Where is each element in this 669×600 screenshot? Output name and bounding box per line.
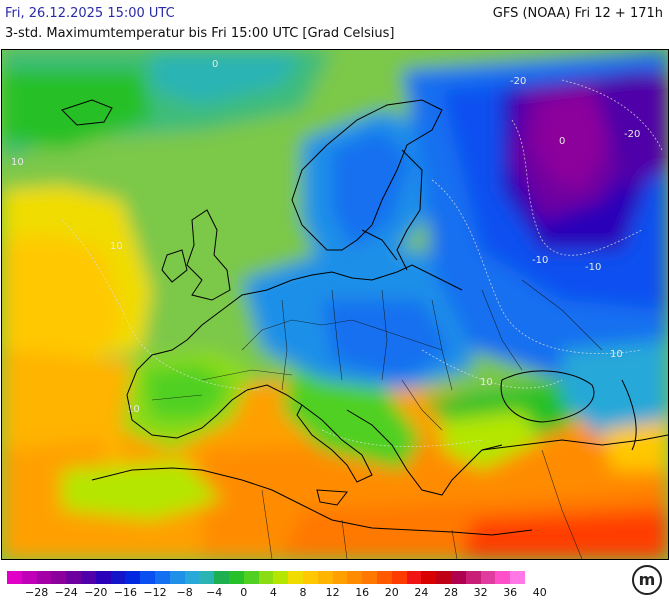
isotherm-labels: -20 -20 -10 -10 0 0 10 10 10 10 10: [11, 59, 640, 415]
meteologix-logo[interactable]: m: [632, 565, 662, 595]
legend-color-cell: [80, 571, 96, 584]
legend-color-cell: [450, 571, 466, 584]
legend-color-cell: [302, 571, 318, 584]
legend-label: 20: [384, 586, 399, 599]
legend-color-cell: [228, 571, 244, 584]
legend-color-cell: [421, 571, 437, 584]
legend-label: 0: [240, 586, 248, 599]
isoline-label: 10: [610, 349, 623, 360]
legend-color-cell: [273, 571, 289, 584]
legend-color-cell: [495, 571, 511, 584]
legend-color-cell: [125, 571, 141, 584]
isoline-label: 10: [127, 404, 140, 415]
legend-label: −20: [84, 586, 108, 599]
logo-letter: m: [638, 570, 656, 589]
isotherm-lines: [61, 79, 663, 447]
isoline-label: 10: [110, 241, 123, 252]
legend-color-cell: [51, 571, 67, 584]
legend-label: 4: [269, 586, 277, 599]
legend-color-cell: [258, 571, 274, 584]
legend-label: 28: [444, 586, 458, 599]
map-canvas: -20 -20 -10 -10 0 0 10 10 10 10 10: [2, 50, 668, 559]
legend-color-cell: [199, 571, 215, 584]
legend-label: 36: [503, 586, 518, 599]
legend-color-cell: [243, 571, 259, 584]
isoline-label: -20: [510, 76, 526, 87]
legend-color-cell: [184, 571, 200, 584]
isoline-label: 0: [559, 136, 565, 147]
legend-color-cell: [110, 571, 126, 584]
legend-color-cell: [21, 571, 37, 584]
country-borders: [151, 279, 603, 559]
legend-color-cell: [332, 571, 348, 584]
legend-color-cell: [465, 571, 481, 584]
legend-color-cell: [391, 571, 407, 584]
isoline-label: 10: [11, 157, 24, 168]
legend-label: −28: [24, 586, 49, 599]
coastlines: [61, 99, 668, 536]
legend-label: 12: [325, 586, 340, 599]
legend-color-cell: [436, 571, 451, 584]
forecast-date: Fri, 26.12.2025 15:00 UTC: [5, 6, 175, 21]
legend-label: 40: [532, 586, 547, 599]
legend-label: 16: [355, 586, 370, 599]
legend-label: 24: [414, 586, 429, 599]
legend-color-cell: [376, 571, 392, 584]
legend-color-cell: [154, 571, 170, 584]
legend-label: 32: [473, 586, 488, 599]
temperature-field: [2, 50, 668, 559]
legend-label: −8: [176, 586, 193, 599]
legend-color-cell: [480, 571, 496, 584]
legend-color-cell: [214, 571, 229, 584]
legend-color-cell: [288, 571, 303, 584]
legend-color-cell: [7, 571, 22, 584]
legend-label: −24: [54, 586, 78, 599]
legend-label: −12: [143, 586, 167, 599]
legend-label: −16: [113, 586, 137, 599]
legend-color-cell: [362, 571, 377, 584]
legend-color-cell: [36, 571, 52, 584]
legend-color-cell: [66, 571, 81, 584]
model-run-info: GFS (NOAA) Fri 12 + 171h: [492, 6, 663, 21]
isoline-label: 0: [212, 59, 218, 70]
isoline-label: -20: [624, 129, 640, 140]
isoline-label: -10: [585, 262, 601, 273]
temperature-map[interactable]: -20 -20 -10 -10 0 0 10 10 10 10 10: [1, 49, 669, 560]
legend-color-cell: [140, 571, 155, 584]
legend-color-cell: [317, 571, 333, 584]
legend-color-cell: [95, 571, 111, 584]
map-title: 3-std. Maximumtemperatur bis Fri 15:00 U…: [5, 26, 395, 41]
temperature-scale-labels: −28 −24 −20 −16 −12 −8 −4 0 4 8 12 16 20 24 28 32 36 40: [0, 586, 560, 600]
legend-label: 8: [299, 586, 307, 599]
temperature-color-scale: [7, 571, 525, 584]
legend-label: −4: [206, 586, 223, 599]
legend-color-cell: [510, 571, 525, 584]
isoline-label: -10: [532, 255, 548, 266]
isoline-label: 10: [480, 377, 493, 388]
legend-color-cell: [169, 571, 185, 584]
legend-color-cell: [406, 571, 422, 584]
legend-color-cell: [347, 571, 363, 584]
